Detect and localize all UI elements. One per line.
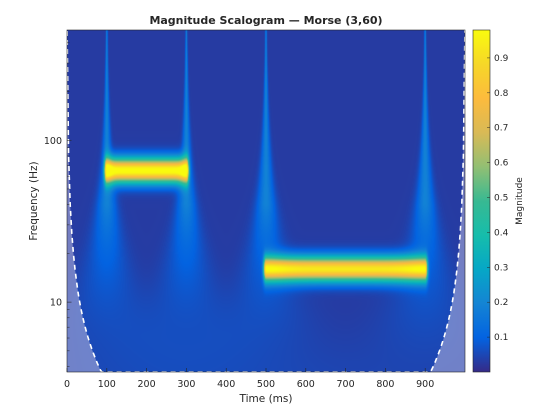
colorbar-tick-label: 0.8 xyxy=(494,89,509,99)
y-axis: 10 100 xyxy=(44,42,72,367)
colorbar-tick-label: 0.1 xyxy=(494,333,508,343)
colorbar-axis: 0.1 0.2 0.3 0.4 0.5 0.6 0.7 0.8 0.9 xyxy=(487,54,509,343)
x-tick-label: 800 xyxy=(376,379,394,390)
scalogram-heatmap xyxy=(67,30,465,372)
x-tick-label: 700 xyxy=(337,379,355,390)
x-axis: 0 100 200 300 400 500 600 700 800 900 xyxy=(64,368,434,390)
y-tick-label: 10 xyxy=(50,298,62,309)
colorbar-tick-label: 0.6 xyxy=(494,159,509,169)
colorbar xyxy=(472,29,491,373)
colorbar-tick-label: 0.3 xyxy=(494,263,508,273)
colorbar-tick-label: 0.4 xyxy=(494,228,509,238)
y-tick-label: 100 xyxy=(44,136,62,147)
colorbar-tick-label: 0.2 xyxy=(494,298,508,308)
x-tick-label: 100 xyxy=(98,379,116,390)
chart-title: Magnitude Scalogram — Morse (3,60) xyxy=(149,14,382,27)
colorbar-label: Magnitude xyxy=(515,177,525,225)
colorbar-tick-label: 0.9 xyxy=(494,54,509,64)
x-tick-label: 500 xyxy=(257,379,275,390)
x-axis-label: Time (ms) xyxy=(239,393,293,405)
y-axis-label: Frequency (Hz) xyxy=(28,161,40,240)
x-tick-label: 200 xyxy=(138,379,156,390)
x-tick-label: 0 xyxy=(64,379,70,390)
colorbar-tick-label: 0.5 xyxy=(494,194,508,204)
x-tick-label: 600 xyxy=(297,379,315,390)
colorbar-tick-label: 0.7 xyxy=(494,124,508,134)
x-tick-label: 900 xyxy=(416,379,434,390)
x-tick-label: 300 xyxy=(177,379,195,390)
plot-area xyxy=(67,30,465,372)
x-tick-label: 400 xyxy=(217,379,235,390)
